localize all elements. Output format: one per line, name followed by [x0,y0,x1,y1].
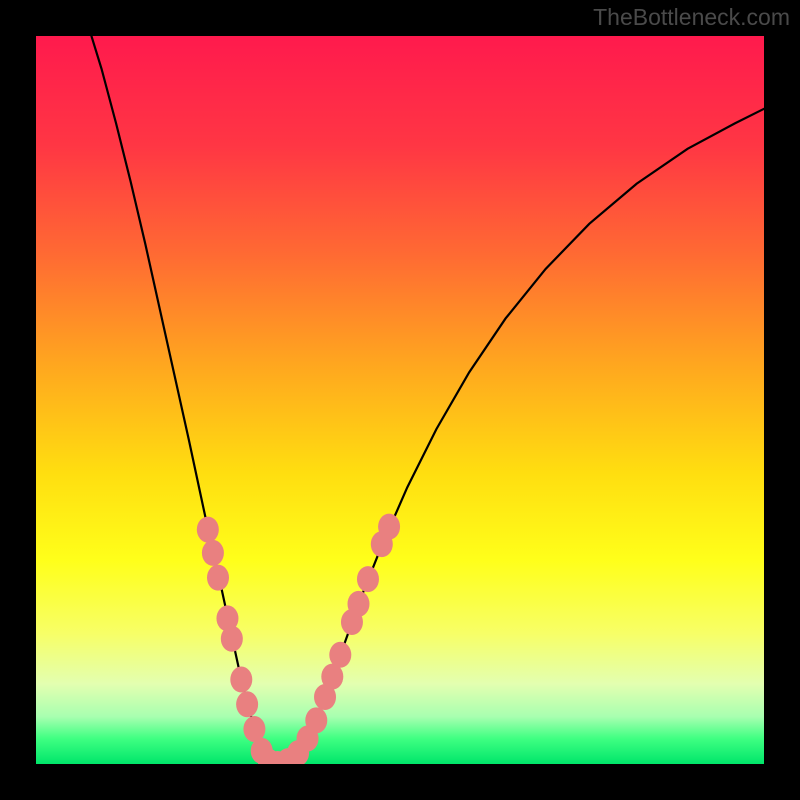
plot-area [36,36,764,764]
highlight-dot [202,540,224,566]
watermark-text: TheBottleneck.com [593,4,790,31]
highlight-dot [329,642,351,668]
plot-svg [36,36,764,764]
gradient-background [36,36,764,764]
highlight-dot [305,707,327,733]
highlight-dot [348,591,370,617]
highlight-dot [378,514,400,540]
highlight-dot [230,667,252,693]
highlight-dot [197,517,219,543]
highlight-dot [236,691,258,717]
highlight-dot [207,565,229,591]
highlight-dot [357,566,379,592]
highlight-dot [221,626,243,652]
